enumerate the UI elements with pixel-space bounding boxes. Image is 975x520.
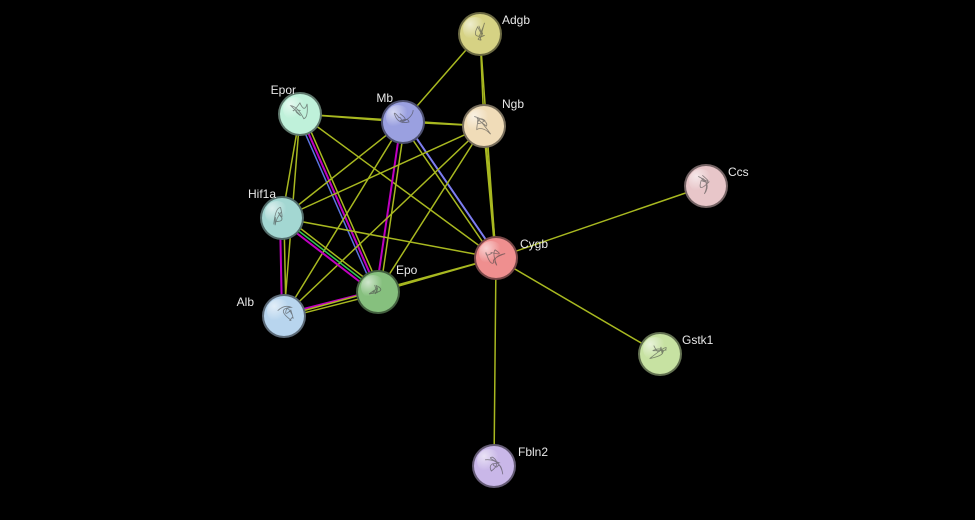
node-circle-ccs[interactable] (684, 164, 728, 208)
edge-Epor-Epo[interactable] (303, 113, 381, 291)
protein-structure-icon (476, 242, 516, 275)
protein-structure-icon (383, 106, 423, 139)
node-mb[interactable]: Mb (381, 100, 425, 144)
node-label-cygb: Cygb (520, 237, 548, 251)
edge-Ngb-Epo[interactable] (378, 126, 484, 292)
protein-structure-icon (358, 276, 398, 309)
edge-Mb-Epo[interactable] (376, 122, 401, 292)
edge-Cygb-Gstk1[interactable] (496, 258, 660, 354)
edge-Mb-Epo[interactable] (380, 122, 405, 292)
node-circle-epor[interactable] (278, 92, 322, 136)
node-ccs[interactable]: Ccs (684, 164, 728, 208)
node-hif1a[interactable]: Hif1a (260, 196, 304, 240)
protein-structure-icon (460, 18, 500, 51)
edge-Epor-Epo[interactable] (300, 114, 378, 292)
node-circle-fbln2[interactable] (472, 444, 516, 488)
node-alb[interactable]: Alb (262, 294, 306, 338)
node-adgb[interactable]: Adgb (458, 12, 502, 56)
node-label-ngb: Ngb (502, 97, 524, 111)
edge-Epor-Epo[interactable] (297, 115, 375, 293)
node-circle-cygb[interactable] (474, 236, 518, 280)
node-label-epo: Epo (396, 263, 417, 277)
node-gstk1[interactable]: Gstk1 (638, 332, 682, 376)
node-circle-hif1a[interactable] (260, 196, 304, 240)
edge-Cygb-Ccs[interactable] (496, 186, 706, 258)
edge-Hif1a-Cygb[interactable] (282, 218, 496, 258)
node-circle-alb[interactable] (262, 294, 306, 338)
protein-structure-icon (474, 450, 514, 483)
protein-structure-icon (640, 338, 680, 371)
node-label-gstk1: Gstk1 (682, 333, 713, 347)
node-fbln2[interactable]: Fbln2 (472, 444, 516, 488)
node-circle-ngb[interactable] (462, 104, 506, 148)
node-circle-gstk1[interactable] (638, 332, 682, 376)
protein-structure-icon (280, 98, 320, 131)
protein-structure-icon (464, 110, 504, 143)
edge-Cygb-Fbln2[interactable] (494, 258, 496, 466)
node-label-ccs: Ccs (728, 165, 749, 179)
node-cygb[interactable]: Cygb (474, 236, 518, 280)
network-canvas: Adgb Epor Mb Ngb Hif1a Cygb Ccs Epo Alb Gstk1 Fbln… (0, 0, 975, 520)
protein-structure-icon (686, 170, 726, 203)
node-label-alb: Alb (237, 295, 254, 309)
node-circle-mb[interactable] (381, 100, 425, 144)
protein-structure-icon (264, 300, 304, 333)
node-label-fbln2: Fbln2 (518, 445, 548, 459)
node-ngb[interactable]: Ngb (462, 104, 506, 148)
node-circle-adgb[interactable] (458, 12, 502, 56)
node-epor[interactable]: Epor (278, 92, 322, 136)
node-label-adgb: Adgb (502, 13, 530, 27)
node-epo[interactable]: Epo (356, 270, 400, 314)
node-circle-epo[interactable] (356, 270, 400, 314)
protein-structure-icon (262, 202, 302, 235)
